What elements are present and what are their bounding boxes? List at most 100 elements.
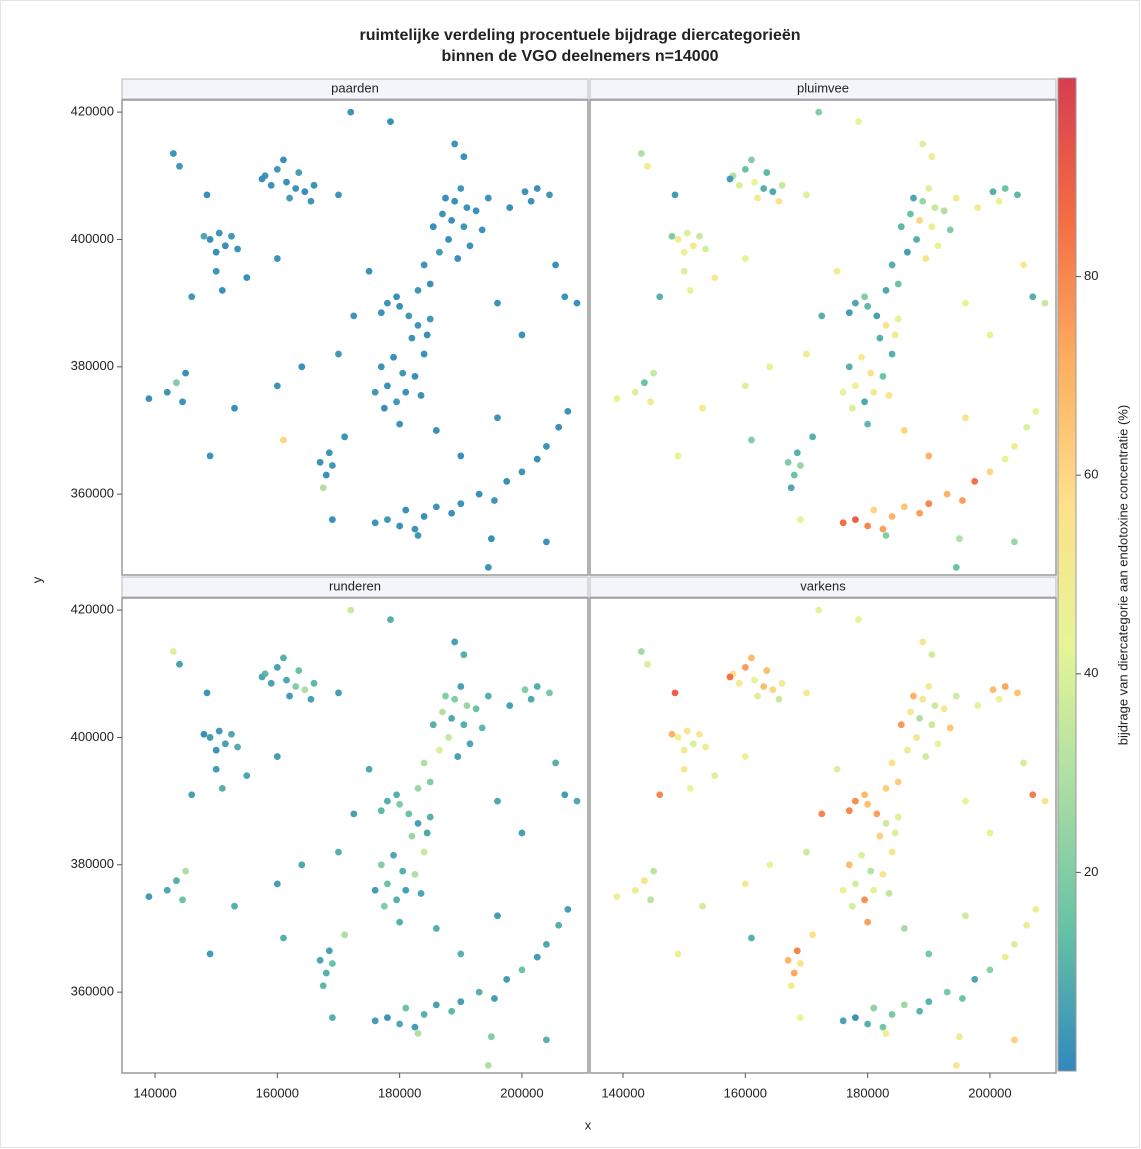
- point: [460, 223, 468, 231]
- point: [212, 248, 220, 256]
- point: [176, 162, 183, 170]
- point: [683, 727, 691, 735]
- point: [414, 532, 422, 539]
- point: [206, 734, 214, 741]
- point: [766, 363, 774, 371]
- point: [426, 315, 434, 323]
- point: [521, 188, 529, 196]
- point: [231, 902, 238, 910]
- point: [457, 950, 465, 958]
- point: [839, 886, 847, 894]
- point: [903, 746, 911, 754]
- point: [751, 676, 758, 684]
- point: [543, 442, 550, 450]
- point: [298, 363, 306, 371]
- point: [882, 1030, 890, 1037]
- point: [858, 851, 865, 859]
- point: [852, 382, 859, 390]
- point: [986, 966, 994, 974]
- point: [484, 563, 492, 571]
- point: [1011, 940, 1018, 948]
- y-tick-label: 360000: [71, 984, 114, 999]
- point: [916, 714, 924, 722]
- point: [900, 427, 908, 434]
- point: [839, 388, 847, 396]
- point: [429, 721, 437, 729]
- point: [301, 188, 309, 196]
- point: [848, 902, 856, 910]
- point: [273, 753, 281, 760]
- point: [864, 1020, 872, 1028]
- point: [402, 1004, 410, 1012]
- point: [934, 740, 942, 748]
- point: [451, 695, 459, 703]
- point: [986, 331, 994, 339]
- point: [341, 433, 349, 441]
- point: [341, 931, 349, 939]
- point: [644, 162, 651, 170]
- colorbar: [1057, 77, 1077, 1072]
- point: [472, 207, 480, 215]
- point: [243, 772, 251, 780]
- y-tick-label: 380000: [71, 358, 114, 373]
- point: [790, 471, 798, 479]
- point: [273, 664, 281, 671]
- point: [931, 702, 939, 710]
- point: [919, 197, 927, 205]
- point: [873, 312, 881, 320]
- point: [882, 532, 890, 539]
- point: [411, 525, 419, 533]
- point: [221, 242, 229, 250]
- point: [420, 1011, 428, 1018]
- x-tick-label: 140000: [133, 1085, 176, 1100]
- point: [925, 500, 933, 508]
- facet-strip: [589, 78, 1057, 100]
- point: [454, 753, 462, 760]
- point: [833, 267, 841, 275]
- point: [671, 689, 679, 697]
- point: [552, 261, 559, 269]
- point: [200, 730, 208, 738]
- point: [861, 791, 868, 799]
- point: [1014, 689, 1021, 697]
- point: [466, 740, 474, 748]
- point: [1014, 191, 1021, 199]
- point: [463, 702, 471, 710]
- point: [380, 902, 388, 910]
- point: [350, 810, 358, 818]
- point: [870, 388, 878, 396]
- point: [457, 998, 465, 1006]
- point: [1023, 423, 1031, 431]
- point: [766, 861, 774, 869]
- x-tick-label: 180000: [378, 1085, 421, 1100]
- point: [231, 404, 238, 412]
- point: [432, 427, 440, 434]
- point: [377, 807, 385, 815]
- point: [423, 829, 431, 837]
- point: [769, 188, 777, 196]
- point: [796, 462, 804, 469]
- point: [925, 998, 933, 1006]
- point: [335, 191, 342, 199]
- point: [882, 286, 890, 294]
- point: [384, 880, 391, 888]
- point: [328, 516, 336, 524]
- point: [833, 765, 841, 773]
- point: [506, 204, 514, 212]
- point: [928, 651, 936, 659]
- point: [503, 478, 511, 485]
- point: [457, 500, 465, 508]
- point: [1001, 455, 1009, 463]
- point: [952, 692, 960, 700]
- point: [380, 404, 388, 412]
- point: [188, 791, 196, 799]
- point: [671, 191, 679, 199]
- point: [962, 299, 969, 307]
- point: [460, 153, 468, 161]
- point: [848, 404, 856, 412]
- point: [206, 950, 214, 958]
- point: [934, 242, 942, 250]
- point: [163, 886, 171, 894]
- point: [518, 331, 526, 339]
- point: [680, 267, 688, 275]
